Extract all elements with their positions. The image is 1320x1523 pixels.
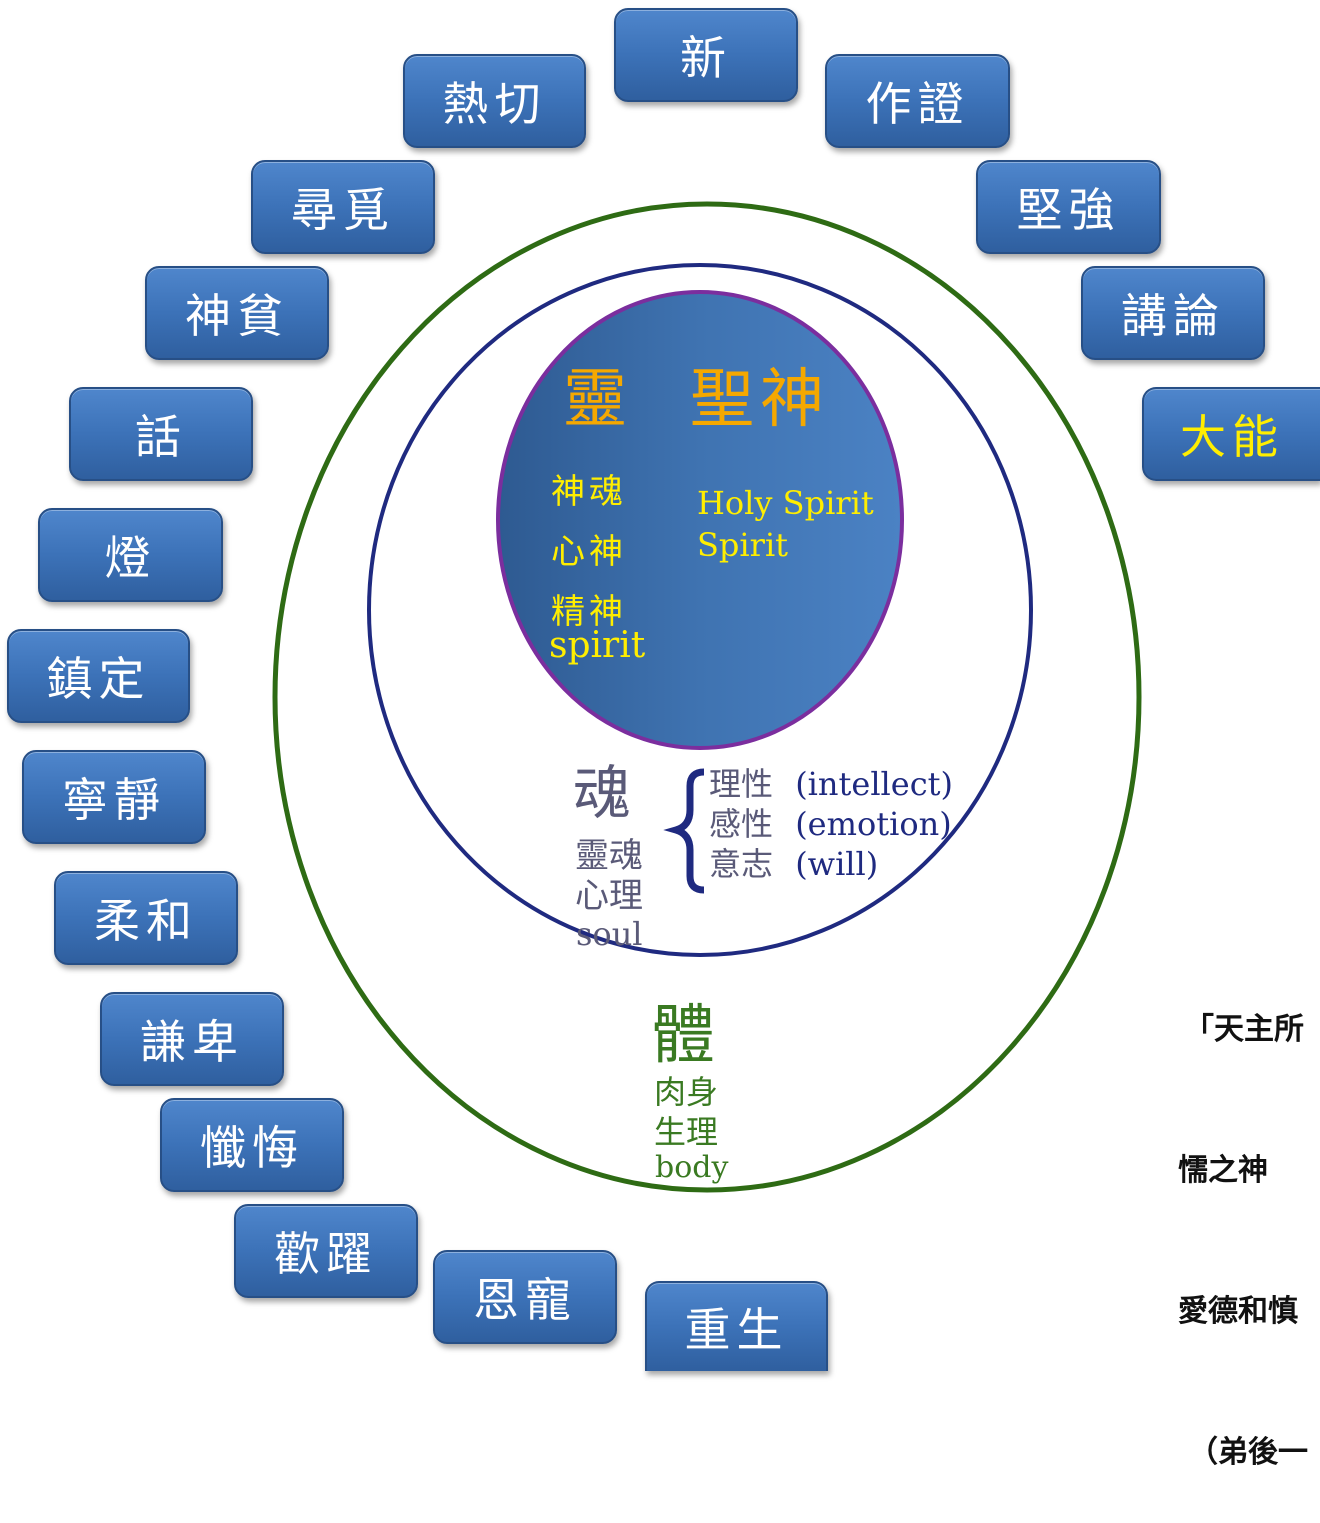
button-chanhui[interactable]: 懺悔 [160, 1098, 344, 1192]
spirit-title: 靈 [563, 363, 627, 437]
faculty-zh: 理性 [709, 765, 774, 803]
quote-line-1: 「天主所 [1184, 1012, 1304, 1047]
spirit-zh-2: 心神 [551, 532, 627, 572]
soul-brace [663, 768, 705, 894]
spirit-en-label: spirit [549, 625, 646, 666]
button-jianglun[interactable]: 講論 [1081, 266, 1265, 360]
quote-line-4: （弟後一 [1188, 1435, 1308, 1470]
spirit-zh-1: 神魂 [551, 472, 627, 512]
body-zh-1: 肉身 [654, 1073, 719, 1111]
body-zh-list: 肉身 生理 [654, 1072, 718, 1152]
faculty-zh: 意志 [709, 845, 774, 883]
button-rouhe[interactable]: 柔和 [54, 871, 238, 965]
soul-title: 魂 [573, 759, 632, 827]
spirit-zh-list: 神魂 心神 精神 [551, 462, 627, 642]
button-shenpin[interactable]: 神貧 [145, 266, 329, 360]
holy-spirit-en: Holy Spirit Spirit [697, 482, 874, 566]
button-chongsheng[interactable]: 重生 [645, 1281, 828, 1371]
holy-spirit-title: 聖神 [690, 363, 830, 437]
button-huanyue[interactable]: 歡躍 [234, 1204, 418, 1298]
faculty-intellect: 理性 (intellect) [709, 764, 953, 804]
spirit-core [496, 290, 904, 750]
button-zuozheng[interactable]: 作證 [825, 54, 1010, 148]
body-zh-2: 生理 [654, 1113, 719, 1151]
faculty-will: 意志 (will) [709, 844, 953, 884]
soul-zh-1: 靈魂 [575, 836, 643, 876]
soul-zh-2: 心理 [575, 876, 643, 916]
button-qianbei[interactable]: 謙卑 [100, 992, 284, 1086]
button-zhending[interactable]: 鎮定 [7, 629, 190, 723]
soul-en-label: soul [576, 915, 643, 953]
soul-ring [367, 263, 1033, 957]
soul-zh-list: 靈魂 心理 [575, 836, 643, 916]
button-hua[interactable]: 話 [69, 387, 253, 481]
body-title: 體 [651, 999, 715, 1073]
faculty-en: (will) [795, 845, 879, 883]
faculty-en: (emotion) [795, 805, 952, 843]
holy-spirit-en-2: Spirit [697, 526, 789, 564]
button-xunmi[interactable]: 尋覓 [251, 160, 435, 254]
button-xin[interactable]: 新 [614, 8, 798, 102]
button-jianqiang[interactable]: 堅強 [976, 160, 1161, 254]
button-enchong[interactable]: 恩寵 [433, 1250, 617, 1344]
button-daneng[interactable]: 大能 [1142, 387, 1320, 481]
quote-line-3: 愛德和慎 [1178, 1294, 1298, 1329]
faculty-en: (intellect) [795, 765, 953, 803]
button-reqie[interactable]: 熱切 [403, 54, 586, 148]
scripture-quote: 「天主所 懦之神 愛德和慎 （弟後一 [1178, 912, 1320, 1523]
button-deng[interactable]: 燈 [38, 508, 223, 602]
faculty-emotion: 感性 (emotion) [709, 804, 953, 844]
holy-spirit-en-1: Holy Spirit [697, 484, 874, 522]
spirit-zh-3: 精神 [551, 592, 627, 632]
body-en-label: body [655, 1150, 729, 1185]
button-ningjing[interactable]: 寧靜 [22, 750, 206, 844]
diagram-rings [272, 201, 1142, 1193]
soul-faculties: 理性 (intellect) 感性 (emotion) 意志 (will) [709, 764, 953, 884]
body-ring [272, 201, 1142, 1193]
quote-line-2: 懦之神 [1178, 1153, 1268, 1188]
faculty-zh: 感性 [709, 805, 774, 843]
